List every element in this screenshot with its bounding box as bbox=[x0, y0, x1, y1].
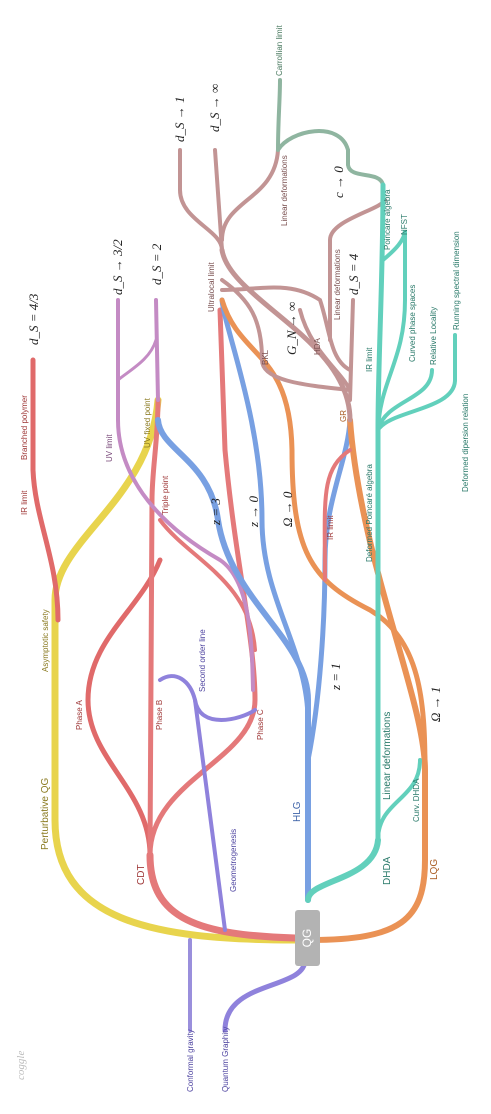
label-ir-limit-2: IR limit bbox=[326, 515, 335, 540]
branch-running-spectral bbox=[376, 333, 457, 432]
label-linear-deformations-1: Linear deformations bbox=[280, 155, 289, 226]
label-uv-limit: UV limit bbox=[105, 434, 114, 462]
label-z1: z = 1 bbox=[328, 663, 343, 691]
label-ds-4: d_S = 4 bbox=[346, 253, 361, 295]
label-cdt: CDT bbox=[136, 864, 147, 885]
branch-nfst bbox=[381, 229, 407, 302]
label-phase-b: Phase B bbox=[155, 700, 164, 730]
label-omega0: Ω → 0 bbox=[280, 491, 295, 527]
label-z3: z = 3 bbox=[208, 498, 223, 526]
label-hda: HDA bbox=[313, 337, 322, 355]
branch-dhda bbox=[305, 837, 381, 903]
branch-uv-fork bbox=[116, 338, 158, 382]
label-c0: c → 0 bbox=[331, 166, 346, 198]
label-branched-polymer: Branched polymer bbox=[20, 395, 29, 460]
label-triple-point: Triple point bbox=[161, 475, 170, 515]
label-ds-2: d_S = 2 bbox=[149, 243, 164, 285]
label-second-order-line: Second order line bbox=[198, 629, 207, 692]
label-deformed-poincare-algebra: Deformed Poincaré algebra bbox=[365, 464, 374, 562]
label-ds-1: d_S → 1 bbox=[172, 97, 187, 143]
label-uv-fixed-point: UV fixed point bbox=[143, 397, 152, 448]
label-ds-43: d_S = 4/3 bbox=[26, 293, 41, 345]
label-perturbative-qg: Perturbative QG bbox=[40, 778, 51, 850]
branch-second-order-line bbox=[193, 698, 257, 722]
label-carrollian-limit: Carrollian limit bbox=[275, 25, 284, 76]
label-bkl: BKL bbox=[261, 349, 270, 365]
branch-phase-b bbox=[147, 397, 161, 858]
branch-quantum-graphity bbox=[222, 957, 308, 1033]
branch-phase-a bbox=[85, 557, 163, 858]
label-running-spectral-dimension: Running spectral dimension bbox=[452, 231, 461, 330]
label-ultralocal-limit: Ultralocal limit bbox=[207, 261, 216, 312]
label-linear-deformations-2: Linear deformations bbox=[333, 249, 342, 320]
branch-ir-limit-2 bbox=[322, 448, 352, 582]
branch-asymptotic-safety bbox=[30, 357, 61, 623]
label-conformal-gravity: Conformal gravity bbox=[186, 1029, 195, 1092]
branch-ds-2 bbox=[154, 298, 160, 402]
label-gr: GR bbox=[339, 410, 348, 422]
label-linear-deformations-3: Linear deformations bbox=[382, 712, 393, 800]
branch-curv-dhda bbox=[376, 758, 422, 842]
branch-perturbative-qg bbox=[51, 396, 299, 944]
label-ds-inf: d_S → ∞ bbox=[207, 84, 222, 132]
branch-linear-deformations-1 bbox=[220, 148, 280, 242]
label-quantum-graphity: Quantum Graphity bbox=[221, 1027, 230, 1092]
label-hlg: HLG bbox=[292, 801, 303, 822]
label-geometrogenesis: Geometrogenesis bbox=[229, 829, 238, 892]
root-node-label: QG bbox=[300, 929, 314, 948]
branch-carrollian-limit bbox=[276, 78, 350, 152]
branch-lqg bbox=[307, 417, 428, 943]
label-dhda: DHDA bbox=[382, 856, 393, 885]
label-phase-c: Phase C bbox=[256, 709, 265, 740]
root-node-qg[interactable] bbox=[295, 910, 320, 966]
branch-z0 bbox=[219, 297, 311, 723]
label-curved-phase-spaces: Curved phase spaces bbox=[408, 285, 417, 362]
coggle-logo: coggle bbox=[15, 1051, 27, 1080]
branch-phase-c bbox=[147, 307, 258, 858]
label-omega1: Ω → 1 bbox=[428, 687, 443, 722]
branch-c0 bbox=[346, 148, 385, 187]
label-gn-inf: G_N → ∞ bbox=[284, 302, 299, 355]
branch-curved-phase-spaces bbox=[376, 298, 407, 432]
branch-bkl bbox=[220, 278, 352, 392]
branch-z1 bbox=[305, 417, 353, 763]
branch-ds-4 bbox=[348, 298, 355, 402]
label-relative-locality: Relative Locality bbox=[429, 307, 438, 365]
branch-uv-limit bbox=[116, 418, 255, 692]
label-lqg: LQG bbox=[429, 859, 440, 880]
branch-cdt bbox=[146, 851, 299, 942]
label-deformed-dispersion-relation: Deformed dipersion relation bbox=[461, 394, 470, 492]
branch-gn-inf bbox=[298, 308, 352, 392]
label-curv-dhda: Curv. DHDA bbox=[412, 778, 421, 822]
label-ir-limit-1: IR limit bbox=[20, 490, 29, 515]
label-ds-32: d_S → 3/2 bbox=[110, 239, 125, 295]
label-phase-a: Phase A bbox=[75, 700, 84, 730]
label-nfst: NFST bbox=[400, 214, 409, 235]
label-poincare-algebra: Poincare algebra bbox=[383, 189, 392, 250]
branch-hda bbox=[220, 285, 352, 372]
label-ir-limit-3: IR limit bbox=[365, 347, 374, 372]
branch-relative-locality bbox=[376, 368, 434, 432]
label-z0: z → 0 bbox=[246, 495, 261, 528]
label-asymptotic-safety: Asymptotic safety bbox=[41, 609, 50, 672]
